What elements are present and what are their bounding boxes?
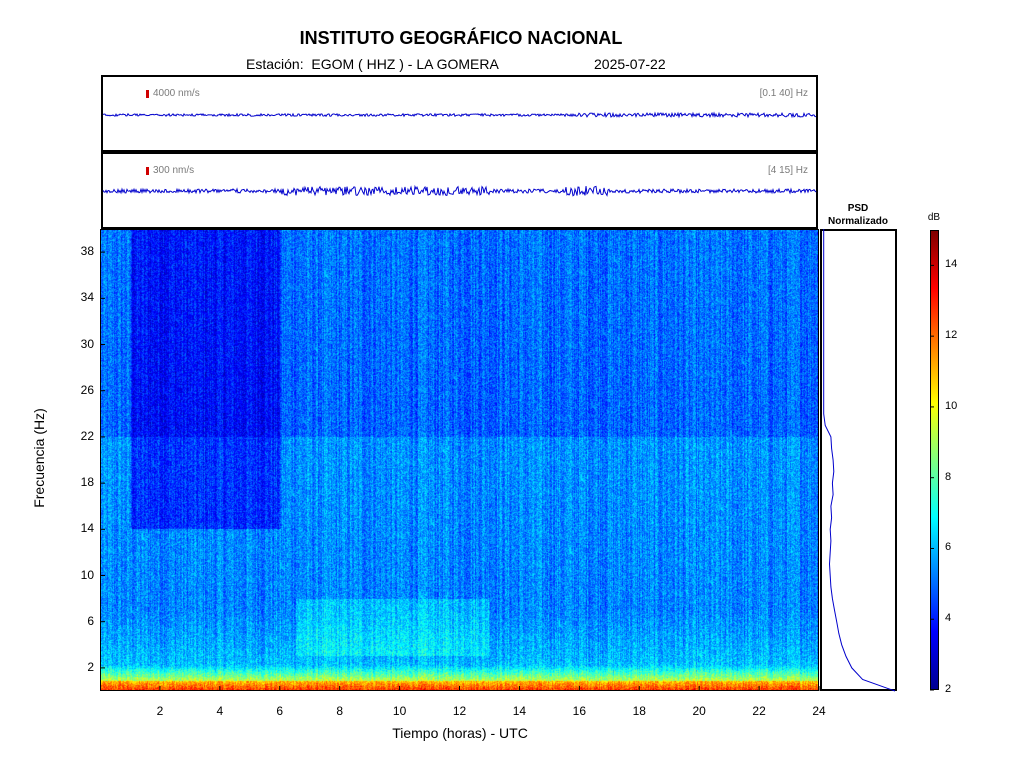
x-axis-label: Tiempo (horas) - UTC xyxy=(392,725,528,741)
colorbar-tick-label: 2 xyxy=(945,683,952,695)
band-label: [4 15] Hz xyxy=(767,165,808,176)
colorbar-tick-label: 8 xyxy=(945,470,952,483)
x-tick-label: 16 xyxy=(572,704,586,718)
trace-panel-broadband: 4000 nm/s [0.1 40] Hz xyxy=(101,75,818,152)
colorbar-tick-label: 12 xyxy=(945,329,958,342)
x-tick-label: 14 xyxy=(512,704,527,718)
scale-bar-icon xyxy=(146,90,149,98)
x-tick-label: 10 xyxy=(392,704,407,718)
x-tick-label: 2 xyxy=(156,704,164,718)
x-tick-label: 18 xyxy=(632,704,646,718)
y-tick-label: 38 xyxy=(80,244,94,259)
station-label: Estación: EGOM ( HHZ ) - LA GOMERA xyxy=(246,56,499,72)
y-tick-label: 26 xyxy=(80,382,94,397)
spectrogram-image xyxy=(101,230,818,690)
x-tick-label: 20 xyxy=(692,704,706,718)
x-tick-label: 22 xyxy=(752,704,766,718)
spectrogram xyxy=(100,229,819,691)
colorbar-tick-label: 4 xyxy=(945,612,952,625)
scale-label: 300 nm/s xyxy=(153,165,195,176)
colorbar-tick-label: 6 xyxy=(945,541,952,554)
colorbar xyxy=(930,230,939,690)
psd-profile-line xyxy=(823,229,896,692)
x-tick-label: 6 xyxy=(276,704,284,718)
y-tick-label: 14 xyxy=(80,521,94,536)
band-label: [0.1 40] Hz xyxy=(759,88,808,99)
x-tick-label: 8 xyxy=(336,704,343,718)
y-tick-label: 30 xyxy=(80,336,94,351)
psd-title: PSD Normalizado xyxy=(818,202,898,228)
x-tick-label: 4 xyxy=(216,704,224,718)
trace-broadband xyxy=(102,111,817,119)
x-tick-label: 12 xyxy=(452,704,467,718)
colorbar-unit: dB xyxy=(927,212,941,223)
y-tick-label: 18 xyxy=(80,475,94,490)
y-tick-label: 34 xyxy=(80,290,94,305)
colorbar-tick-label: 10 xyxy=(945,399,958,412)
psd-title-line2: Normalizado xyxy=(827,216,888,227)
colorbar-tick-label: 14 xyxy=(945,258,958,271)
scale-label: 4000 nm/s xyxy=(153,88,200,99)
scale-bar-icon xyxy=(146,167,149,175)
y-tick-label: 6 xyxy=(87,613,94,628)
y-tick-label: 10 xyxy=(80,567,94,582)
figure-title: INSTITUTO GEOGRÁFICO NACIONAL xyxy=(299,28,623,48)
y-tick-label: 2 xyxy=(87,659,94,674)
trace-filtered xyxy=(102,184,817,197)
date-label: 2025-07-22 xyxy=(594,56,666,72)
y-tick-label: 22 xyxy=(80,428,94,443)
psd-title-line1: PSD xyxy=(847,203,869,214)
x-tick-label: 24 xyxy=(812,704,826,718)
